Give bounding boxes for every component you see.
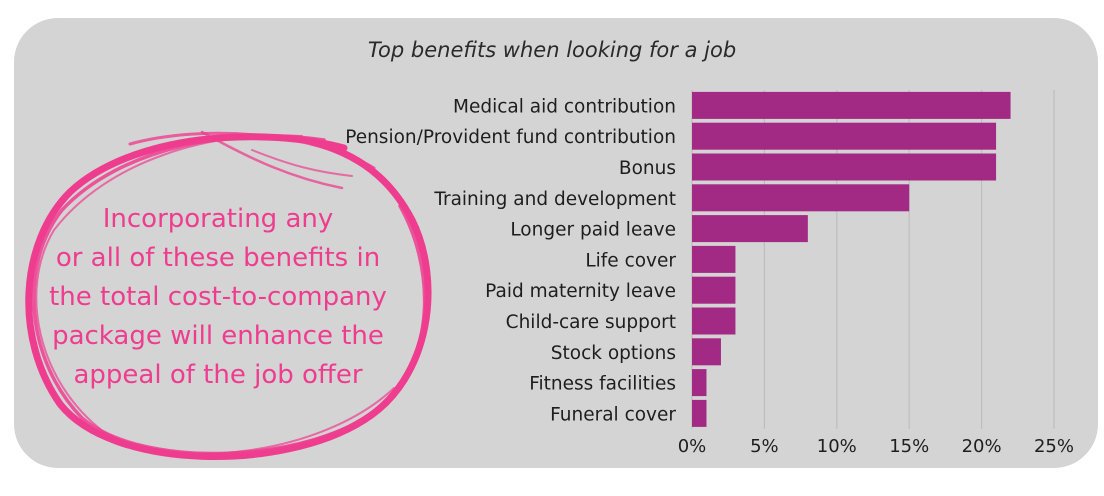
bar xyxy=(692,184,910,212)
x-tick-label: 5% xyxy=(750,436,779,457)
bar xyxy=(692,307,736,335)
bar xyxy=(692,91,1011,119)
x-tick-label: 0% xyxy=(678,436,707,457)
category-label: Training and development xyxy=(433,189,676,210)
category-label: Paid maternity leave xyxy=(485,281,676,302)
x-tick-label: 25% xyxy=(1034,436,1074,457)
category-label: Longer paid leave xyxy=(510,220,676,241)
bar xyxy=(692,369,707,397)
category-label: Bonus xyxy=(619,158,676,179)
callout-line: or all of these benefits in xyxy=(55,243,381,273)
x-tick-label: 15% xyxy=(889,436,929,457)
bar xyxy=(692,153,997,181)
category-label: Fitness facilities xyxy=(529,374,676,395)
category-label: Stock options xyxy=(551,343,676,364)
chart-title: Top benefits when looking for a job xyxy=(367,38,737,62)
bar xyxy=(692,122,997,150)
category-label: Medical aid contribution xyxy=(453,96,676,117)
callout-line: package will enhance the xyxy=(52,321,384,351)
callout-line: appeal of the job offer xyxy=(73,360,363,390)
bar xyxy=(692,338,721,366)
callout-text: Incorporating any or all of these benefi… xyxy=(18,200,418,395)
callout-circle-scribble xyxy=(25,130,432,460)
bar xyxy=(692,276,736,304)
bar xyxy=(692,245,736,273)
category-label: Funeral cover xyxy=(550,404,676,425)
bar xyxy=(692,399,707,427)
x-tick-label: 10% xyxy=(817,436,857,457)
callout-line: the total cost-to-company xyxy=(49,282,387,312)
bar xyxy=(692,215,808,243)
x-tick-label: 20% xyxy=(962,436,1002,457)
category-label: Pension/Provident fund contribution xyxy=(345,127,676,148)
category-label: Life cover xyxy=(585,250,676,271)
callout-line: Incorporating any xyxy=(102,204,334,234)
category-label: Child-care support xyxy=(506,312,676,333)
